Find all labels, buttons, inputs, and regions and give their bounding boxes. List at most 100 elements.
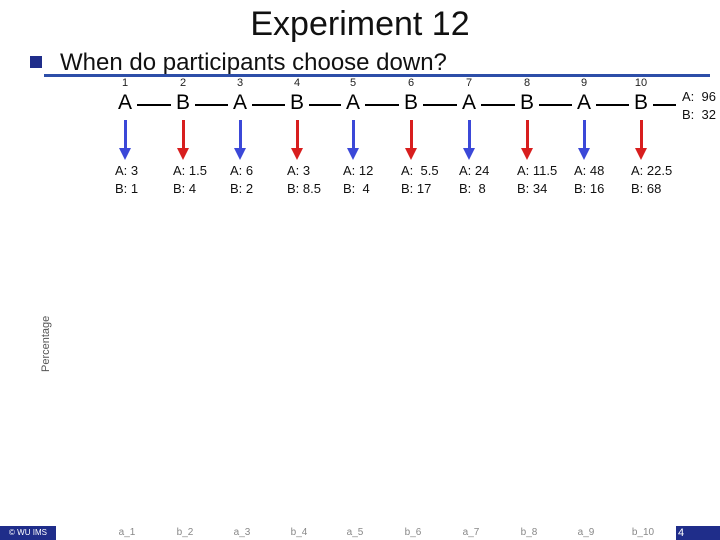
arrow-shaft	[124, 120, 127, 150]
payoff-a: A: 5.5	[401, 163, 439, 178]
arrow-head-icon	[177, 148, 189, 160]
payoff-b: B: 8	[459, 181, 486, 196]
payoff-a: A: 22.5	[631, 163, 673, 178]
payoff-b: B: 16	[574, 181, 605, 196]
payoff-label: A: 12 B: 4	[343, 162, 373, 198]
payoff-label: A: 6 B: 2	[230, 162, 253, 198]
tree-edge	[309, 104, 341, 106]
payoff-a: A: 3	[115, 163, 139, 178]
x-tick-label: a_5	[346, 527, 364, 538]
tree-edge	[596, 104, 629, 106]
x-tick-label: a_3	[233, 527, 251, 538]
x-tick-label: b_4	[290, 527, 308, 538]
slide-title: Experiment 12	[250, 5, 470, 43]
arrow-shaft	[239, 120, 242, 150]
arrow-head-icon	[635, 148, 647, 160]
stage-number: 3	[236, 77, 244, 89]
payoff-b: B: 68	[631, 181, 662, 196]
payoff-b: B: 4	[173, 181, 197, 196]
tree-edge	[195, 104, 228, 106]
title-underline	[44, 74, 710, 77]
arrow-shaft	[296, 120, 299, 150]
payoff-a: A: 3	[287, 163, 311, 178]
arrow-head-icon	[578, 148, 590, 160]
tree-edge	[252, 104, 285, 106]
decision-node: A	[228, 88, 252, 118]
tree-edge	[365, 104, 399, 106]
payoff-label: A: 48 B: 16	[574, 162, 604, 198]
payoff-label: A: 11.5 B: 34	[517, 162, 557, 198]
slide-question: When do participants choose down?	[60, 49, 447, 76]
payoff-a: A: 1.5	[173, 163, 207, 178]
arrow-head-icon	[347, 148, 359, 160]
decision-node: A	[457, 88, 481, 118]
payoff-b: B: 34	[517, 181, 548, 196]
page-number: 4	[676, 526, 720, 540]
bullet-marker	[30, 56, 42, 68]
stage-number: 7	[465, 77, 473, 89]
x-tick-label: a_1	[118, 527, 136, 538]
decision-node: A	[341, 88, 365, 118]
end-payoff-b: B: 32	[682, 107, 716, 122]
stage-number: 5	[349, 77, 357, 89]
decision-node: B	[515, 88, 539, 118]
payoff-b: B: 2	[230, 181, 254, 196]
arrow-shaft	[468, 120, 471, 150]
payoff-b: B: 17	[401, 181, 432, 196]
payoff-a: A: 11.5	[517, 163, 558, 178]
payoff-label: A: 1.5 B: 4	[173, 162, 207, 198]
payoff-a: A: 24	[459, 163, 490, 178]
payoff-a: A: 48	[574, 163, 605, 178]
x-tick-label: b_2	[176, 527, 194, 538]
arrow-head-icon	[291, 148, 303, 160]
stage-number: 2	[179, 77, 187, 89]
tree-edge	[539, 104, 572, 106]
payoff-label: A: 5.5 B: 17	[401, 162, 439, 198]
decision-node: B	[629, 88, 653, 118]
end-payoff: A: 96 B: 32	[682, 88, 716, 124]
arrow-shaft	[410, 120, 413, 150]
arrow-shaft	[640, 120, 643, 150]
payoff-label: A: 24 B: 8	[459, 162, 489, 198]
stage-number: 9	[580, 77, 588, 89]
payoff-b: B: 4	[343, 181, 370, 196]
payoff-b: B: 1	[115, 181, 139, 196]
stage-number: 8	[523, 77, 531, 89]
decision-node: B	[285, 88, 309, 118]
arrow-head-icon	[463, 148, 475, 160]
tree-edge	[653, 104, 676, 106]
tree-edge	[481, 104, 515, 106]
decision-node: A	[113, 88, 137, 118]
stage-number: 1	[121, 77, 129, 89]
y-axis-label: Percentage	[40, 315, 52, 372]
payoff-b: B: 8.5	[287, 181, 321, 196]
tree-edge	[137, 104, 171, 106]
arrow-head-icon	[119, 148, 131, 160]
x-tick-label: a_7	[462, 527, 480, 538]
payoff-a: A: 12	[343, 163, 374, 178]
decision-node: B	[399, 88, 423, 118]
arrow-head-icon	[405, 148, 417, 160]
x-tick-label: b_8	[520, 527, 538, 538]
payoff-a: A: 6	[230, 163, 254, 178]
payoff-label: A: 3 B: 8.5	[287, 162, 321, 198]
arrow-shaft	[526, 120, 529, 150]
end-payoff-a: A: 96	[682, 89, 716, 104]
stage-number: 4	[293, 77, 301, 89]
x-tick-label: b_6	[404, 527, 422, 538]
decision-node: A	[572, 88, 596, 118]
stage-number: 10	[634, 77, 648, 89]
payoff-label: A: 3 B: 1	[115, 162, 138, 198]
arrow-shaft	[182, 120, 185, 150]
arrow-shaft	[583, 120, 586, 150]
arrow-shaft	[352, 120, 355, 150]
decision-node: B	[171, 88, 195, 118]
footer-copyright: © WU IMS	[0, 526, 56, 540]
stage-number: 6	[407, 77, 415, 89]
arrow-head-icon	[234, 148, 246, 160]
arrow-head-icon	[521, 148, 533, 160]
tree-edge	[423, 104, 457, 106]
payoff-label: A: 22.5 B: 68	[631, 162, 672, 198]
x-tick-label: b_10	[631, 527, 655, 538]
x-tick-label: a_9	[577, 527, 595, 538]
